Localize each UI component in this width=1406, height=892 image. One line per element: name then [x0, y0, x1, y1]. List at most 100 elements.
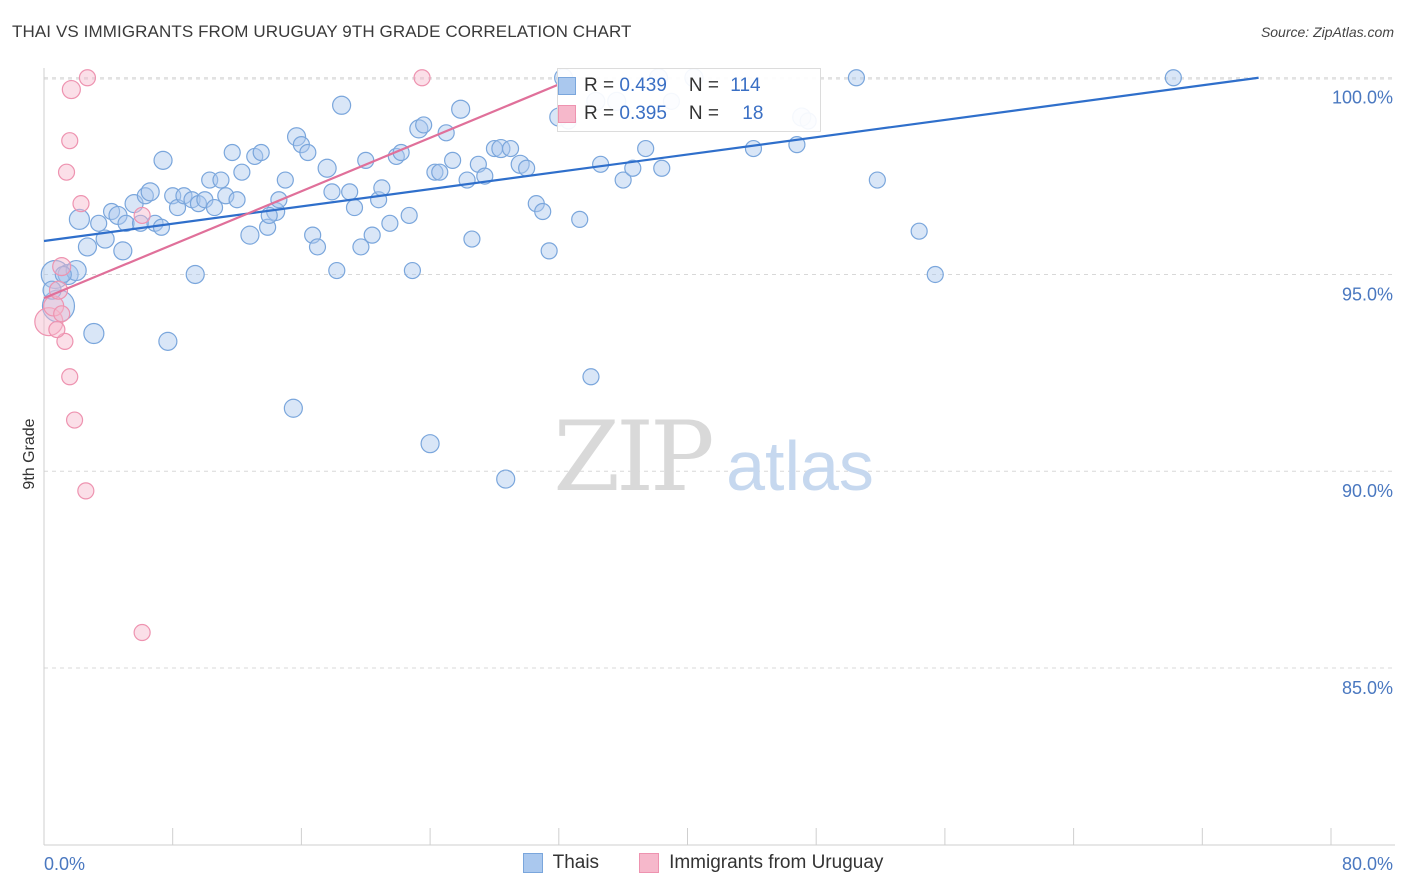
- point-thais: [205, 198, 224, 217]
- bottom-legend-uruguay: Immigrants from Uruguay: [639, 852, 883, 874]
- legend-n-value: 114: [730, 75, 761, 96]
- point-thais: [152, 218, 171, 236]
- point-thais: [582, 368, 600, 386]
- series-uruguay: [34, 69, 431, 642]
- legend-box: R = 0.439 N = 114 R = 0.395 N = 18: [557, 68, 821, 132]
- point-thais: [352, 238, 370, 256]
- point-thais: [332, 95, 352, 115]
- point-thais: [102, 202, 121, 221]
- point-thais: [328, 261, 346, 280]
- point-thais: [653, 159, 671, 177]
- watermark: ZIP atlas: [553, 401, 874, 513]
- bottom-legend-label: Thais: [552, 852, 600, 873]
- point-thais: [910, 222, 928, 240]
- point-uruguay: [72, 195, 90, 213]
- point-uruguay: [133, 206, 151, 225]
- x-tick-label: 0.0%: [44, 854, 85, 874]
- point-thais: [926, 265, 944, 284]
- point-thais: [323, 183, 341, 201]
- point-thais: [571, 210, 589, 228]
- point-uruguay: [48, 320, 66, 339]
- point-uruguay: [61, 368, 79, 386]
- legend-row-uruguay: R = 0.395 N = 18: [558, 102, 764, 126]
- point-thais: [83, 322, 105, 345]
- legend-r-label: R =: [584, 103, 620, 124]
- point-thais: [217, 187, 235, 205]
- point-thais: [77, 237, 98, 257]
- point-uruguay: [413, 69, 431, 87]
- point-thais: [158, 331, 178, 351]
- point-thais: [744, 139, 763, 158]
- point-thais: [276, 171, 294, 189]
- legend-r-value: 0.439: [619, 75, 667, 96]
- watermark-zip: ZIP: [553, 401, 712, 513]
- point-thais: [496, 469, 516, 489]
- point-thais: [175, 187, 193, 205]
- bottom-legend: Thais Immigrants from Uruguay: [0, 852, 1406, 874]
- legend-r-value: 0.395: [619, 103, 667, 124]
- point-uruguay: [78, 69, 97, 87]
- y-tick-label: 85.0%: [1342, 678, 1393, 698]
- point-thais: [444, 151, 462, 169]
- legend-n-label: N =: [688, 103, 725, 124]
- legend-n-value: 18: [742, 103, 764, 124]
- point-uruguay: [53, 305, 71, 323]
- point-thais: [518, 159, 536, 177]
- point-uruguay: [52, 257, 72, 277]
- legend-row-thais: R = 0.439 N = 114: [558, 74, 761, 98]
- point-thais: [868, 171, 886, 189]
- point-thais: [228, 191, 246, 209]
- point-thais: [345, 198, 364, 217]
- point-thais: [233, 163, 251, 181]
- point-thais: [1164, 69, 1182, 87]
- point-uruguay: [61, 79, 81, 100]
- point-uruguay: [133, 623, 151, 642]
- point-thais: [223, 143, 241, 162]
- point-thais: [240, 225, 260, 245]
- point-thais: [451, 99, 471, 119]
- point-thais: [363, 226, 381, 244]
- point-thais: [140, 182, 160, 202]
- point-thais: [185, 264, 205, 285]
- point-thais: [403, 261, 422, 280]
- point-thais: [400, 206, 418, 225]
- x-tick-label: 80.0%: [1342, 854, 1393, 874]
- legend-r-label: R =: [584, 75, 620, 96]
- point-thais: [415, 116, 433, 134]
- point-thais: [624, 159, 642, 177]
- source-attribution: Source: ZipAtlas.com: [1260, 24, 1394, 40]
- bottom-legend-swatch-blue: [522, 853, 543, 873]
- point-thais: [299, 143, 317, 162]
- point-thais: [286, 127, 307, 147]
- point-thais: [426, 163, 444, 181]
- point-thais: [540, 242, 558, 260]
- point-thais: [463, 230, 481, 248]
- point-uruguay: [65, 411, 84, 429]
- point-thais: [252, 143, 270, 162]
- point-uruguay: [61, 132, 79, 150]
- point-thais: [95, 229, 115, 249]
- point-uruguay: [77, 482, 95, 500]
- point-thais: [614, 171, 632, 189]
- legend-n-label: N =: [688, 75, 725, 96]
- point-thais: [381, 214, 399, 232]
- point-thais: [117, 214, 135, 232]
- legend-swatch-blue: [558, 77, 576, 95]
- point-thais: [113, 241, 133, 261]
- point-thais: [90, 214, 108, 232]
- point-thais: [476, 167, 494, 185]
- point-thais: [534, 202, 552, 221]
- point-thais: [212, 171, 230, 189]
- point-thais: [491, 138, 511, 159]
- point-thais: [501, 139, 520, 158]
- point-thais: [308, 238, 327, 256]
- watermark-atlas: atlas: [726, 427, 874, 505]
- y-axis-title: 9th Grade: [21, 418, 38, 489]
- axes: [43, 68, 1395, 846]
- axis-labels: 100.0% 95.0% 90.0% 85.0% 0.0% 80.0% 9th Grade: [21, 88, 1393, 874]
- point-thais: [153, 150, 173, 170]
- point-thais: [420, 434, 440, 454]
- point-uruguay: [56, 332, 74, 350]
- trend-lines: [43, 76, 1259, 300]
